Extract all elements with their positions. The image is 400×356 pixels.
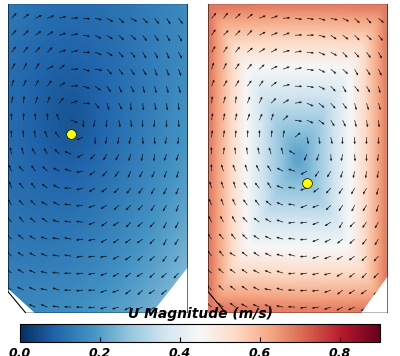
Polygon shape [152,267,188,313]
Polygon shape [8,288,35,313]
Title: U Magnitude (m/s): U Magnitude (m/s) [128,307,272,321]
Polygon shape [361,276,388,313]
